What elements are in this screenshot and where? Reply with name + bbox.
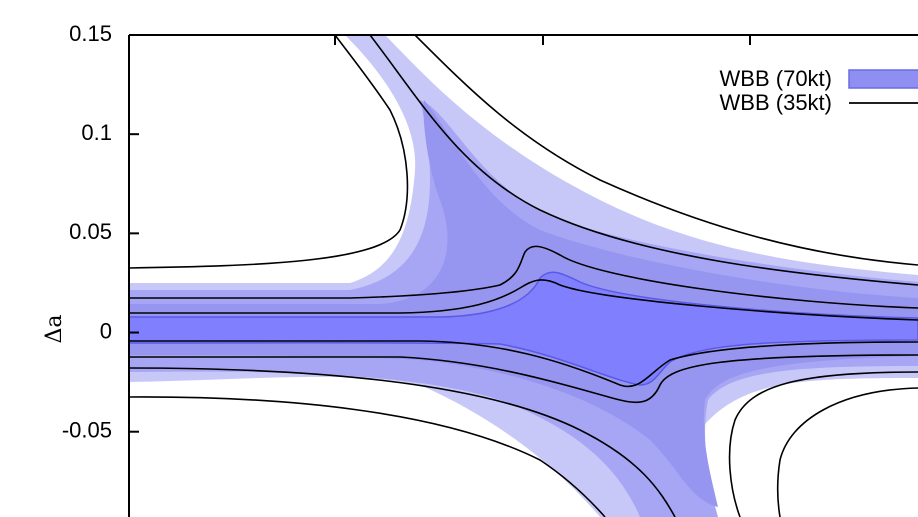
legend: WBB (70kt) WBB (35kt) <box>680 60 918 122</box>
contour-line-upper-arm-mid <box>369 35 918 286</box>
y-axis-label: Δa <box>42 314 67 343</box>
y-tick-label: 0 <box>100 318 112 343</box>
plot-area <box>129 35 918 517</box>
legend-label-70kt: WBB (70kt) <box>720 66 832 91</box>
contour-line-upper-inner <box>129 245 918 309</box>
legend-label-35kt: WBB (35kt) <box>720 90 832 115</box>
y-tick-label: 0.05 <box>69 219 112 244</box>
legend-swatch-70kt <box>848 69 918 89</box>
contour-line-lower-inner <box>129 354 918 404</box>
contour-line-upper-outer <box>129 35 409 269</box>
y-ticks <box>129 34 139 433</box>
y-tick-label: 0.15 <box>69 21 112 46</box>
contour-line-upper-arm-outer <box>414 35 918 266</box>
contour-line-lower-outer-left <box>129 396 606 517</box>
top-ticks <box>334 35 751 45</box>
axes: 0.15 0.1 0.05 0 -0.05 Δa <box>42 21 918 517</box>
contour-line-lower-mid-right <box>728 371 918 517</box>
contour-line-lower-outer-right <box>776 387 918 517</box>
contour-line-upper-core <box>129 279 918 321</box>
contour-line-lower-core <box>129 340 918 388</box>
y-tick-label: 0.1 <box>81 120 112 145</box>
y-tick-labels: 0.15 0.1 0.05 0 -0.05 <box>62 21 112 443</box>
contour-line-lower-mid <box>129 367 676 517</box>
line-contours-35kt <box>129 35 918 517</box>
y-tick-label: -0.05 <box>62 418 112 443</box>
